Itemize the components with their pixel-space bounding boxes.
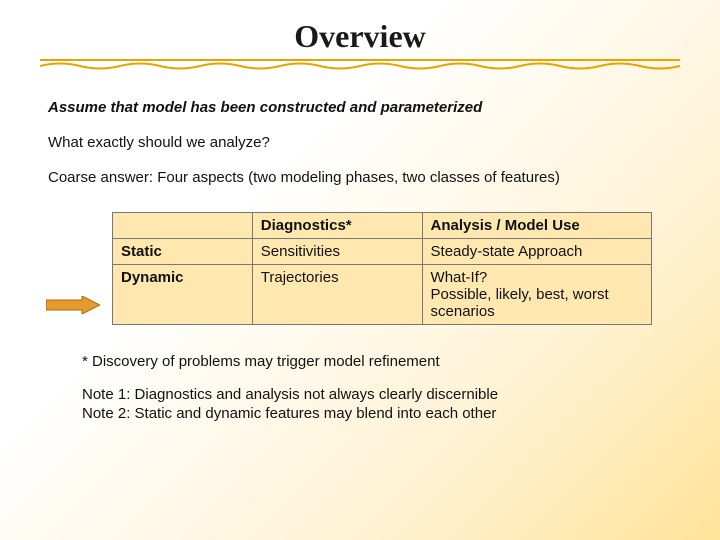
- cell-dynamic-diag: Trajectories: [252, 265, 422, 325]
- table-row: Dynamic Trajectories What-If? Possible, …: [113, 265, 652, 325]
- cell-static-diag: Sensitivities: [252, 239, 422, 265]
- assume-line: Assume that model has been constructed a…: [48, 99, 672, 116]
- row-header-static: Static: [113, 239, 253, 265]
- title-underline: [40, 59, 680, 65]
- cell-dynamic-use: What-If? Possible, likely, best, worst s…: [422, 265, 651, 325]
- cell-static-use: Steady-state Approach: [422, 239, 651, 265]
- slide-title: Overview: [0, 0, 720, 59]
- table-corner-cell: [113, 213, 253, 239]
- notes-block: * Discovery of problems may trigger mode…: [48, 353, 672, 422]
- question-line: What exactly should we analyze?: [48, 134, 672, 151]
- footnote: * Discovery of problems may trigger mode…: [82, 353, 672, 370]
- row-header-dynamic: Dynamic: [113, 265, 253, 325]
- table-wrap: Diagnostics* Analysis / Model Use Static…: [112, 212, 672, 325]
- note-2: Note 2: Static and dynamic features may …: [82, 405, 672, 422]
- col-header-diagnostics: Diagnostics*: [252, 213, 422, 239]
- col-header-analysis: Analysis / Model Use: [422, 213, 651, 239]
- wave-icon: [40, 61, 680, 71]
- aspects-table: Diagnostics* Analysis / Model Use Static…: [112, 212, 652, 325]
- coarse-answer-line: Coarse answer: Four aspects (two modelin…: [48, 169, 672, 186]
- note-1: Note 1: Diagnostics and analysis not alw…: [82, 386, 672, 403]
- table-row: Static Sensitivities Steady-state Approa…: [113, 239, 652, 265]
- table-header-row: Diagnostics* Analysis / Model Use: [113, 213, 652, 239]
- arrow-right-icon: [46, 296, 100, 314]
- content-area: Assume that model has been constructed a…: [0, 65, 720, 422]
